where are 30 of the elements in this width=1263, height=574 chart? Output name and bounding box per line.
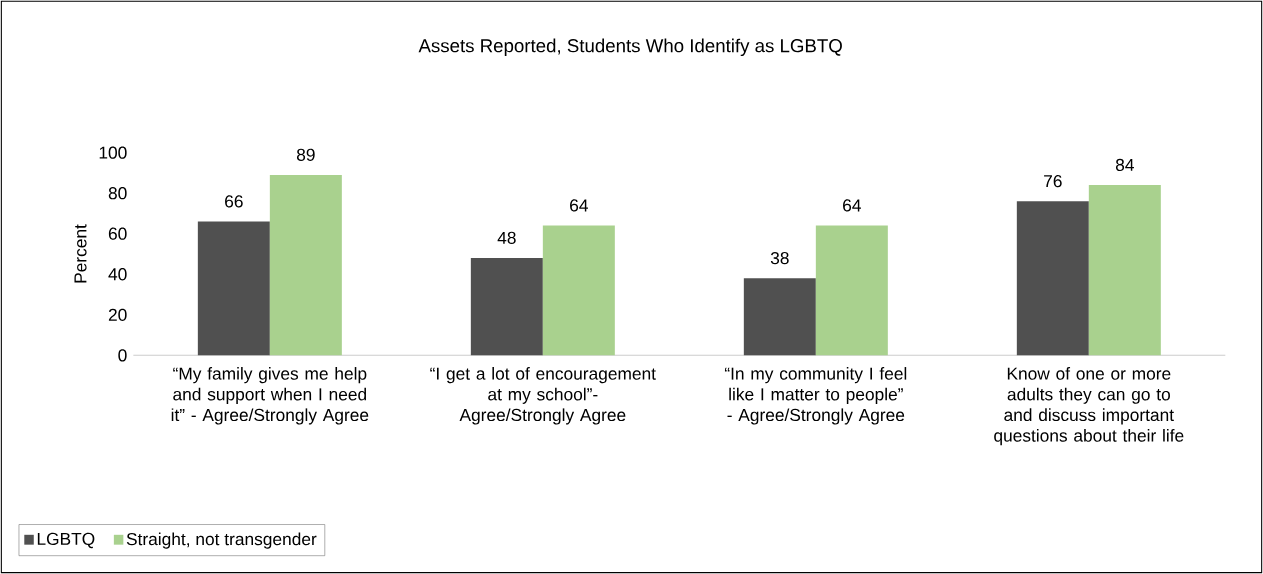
data-label: 64: [570, 199, 588, 212]
chart-title: Assets Reported, Students Who Identify as LGBTQ: [418, 38, 842, 57]
y-tick-label: 20: [108, 308, 127, 321]
bar: [743, 278, 816, 356]
data-label: 76: [1044, 174, 1062, 188]
y-axis-title: Percent: [74, 224, 87, 283]
bar: [815, 225, 888, 356]
x-tick-label: “My family gives me help and support when I need it” - Agree/Strongly Agree: [171, 367, 369, 425]
y-tick-label: 0: [118, 349, 127, 362]
y-tick-label: 100: [99, 146, 127, 159]
bar: [542, 225, 615, 356]
y-tick-label: 40: [108, 268, 127, 281]
y-tick-label: 80: [108, 187, 127, 200]
bar: [470, 258, 543, 356]
legend-label: LGBTQ: [37, 532, 95, 549]
bar: [1088, 185, 1161, 356]
y-tick-label: 60: [108, 227, 127, 240]
data-label: 38: [770, 251, 789, 265]
data-label: 48: [497, 231, 516, 244]
legend-label: Straight, not transgender: [126, 532, 317, 549]
data-label: 89: [296, 148, 315, 161]
x-tick-label: Know of one or more adults they can go to and discuss important questions about their life: [994, 367, 1184, 446]
data-label: 64: [843, 199, 861, 212]
x-tick-label: “In my community I feel like I matter to people” - Agree/Strongly Agree: [724, 367, 907, 425]
x-tick-label: “I get a lot of encouragement at my school”- Agree/Strongly Agree: [430, 367, 656, 425]
bar: [197, 221, 270, 356]
bar: [269, 174, 342, 356]
data-label: 66: [225, 195, 243, 208]
data-label: 84: [1115, 158, 1134, 172]
bar: [1016, 201, 1089, 356]
